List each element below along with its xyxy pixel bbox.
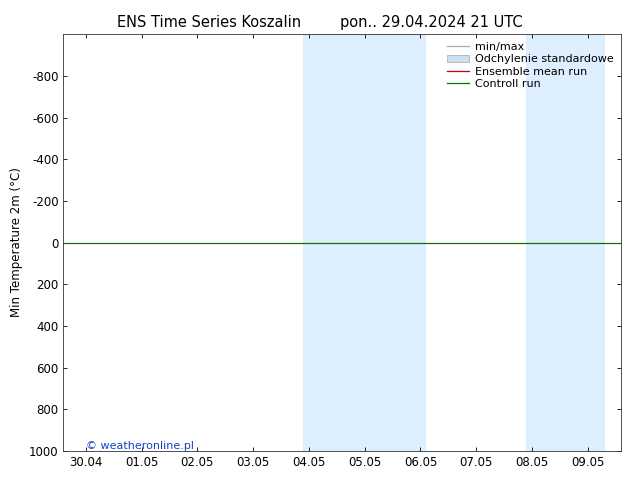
Bar bbox=[303, 34, 370, 451]
Legend: min/max, Odchylenie standardowe, Ensemble mean run, Controll run: min/max, Odchylenie standardowe, Ensembl… bbox=[445, 40, 616, 91]
Bar bbox=[582, 34, 605, 451]
Bar bbox=[526, 34, 582, 451]
Text: © weatheronline.pl: © weatheronline.pl bbox=[86, 441, 194, 451]
Text: ENS Time Series Koszalin: ENS Time Series Koszalin bbox=[117, 15, 301, 30]
Y-axis label: Min Temperature 2m (°C): Min Temperature 2m (°C) bbox=[10, 168, 23, 318]
Bar bbox=[370, 34, 426, 451]
Text: pon.. 29.04.2024 21 UTC: pon.. 29.04.2024 21 UTC bbox=[340, 15, 522, 30]
